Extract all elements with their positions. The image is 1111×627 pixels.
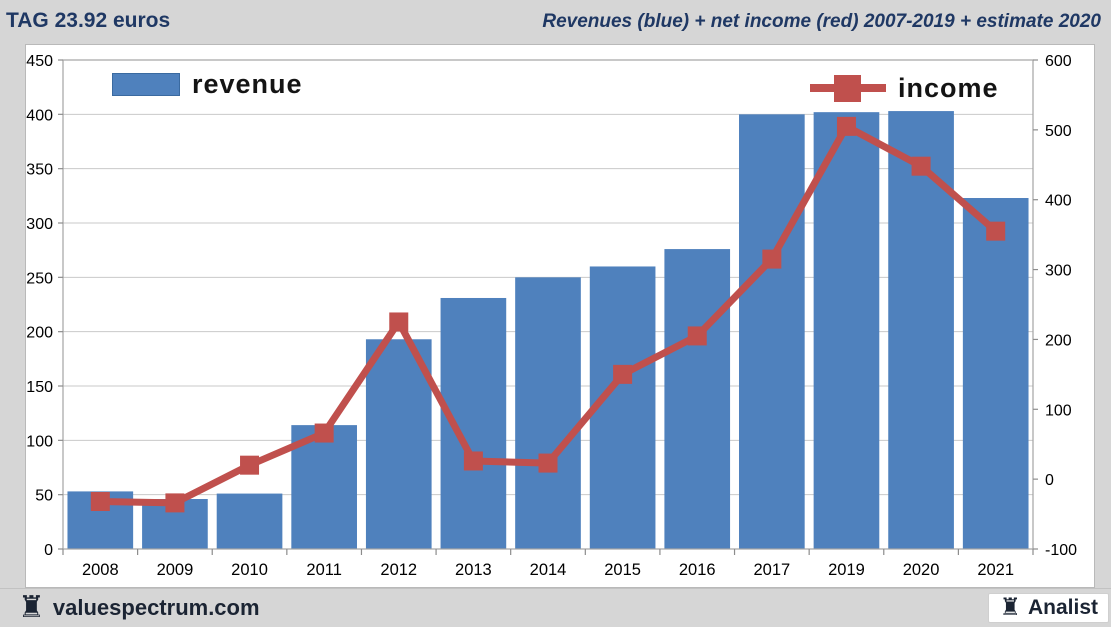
income-marker-2019 xyxy=(836,116,856,136)
x-axis-label-2010: 2010 xyxy=(231,561,268,579)
legend-revenue: revenue xyxy=(112,69,303,100)
site-name: valuespectrum.com xyxy=(52,595,260,620)
income-marker-2015 xyxy=(613,364,633,384)
revenue-bar-2012 xyxy=(365,339,432,549)
right-axis-label: 300 xyxy=(1045,263,1072,280)
x-axis-label-2014: 2014 xyxy=(530,561,567,579)
income-marker-2017 xyxy=(762,249,782,269)
x-axis-label-2021: 2021 xyxy=(977,561,1014,579)
plot-border xyxy=(62,59,1034,550)
legend-revenue-label: revenue xyxy=(192,69,303,99)
left-axis-label: 150 xyxy=(26,379,53,396)
ticker-price-title: TAG 23.92 euros xyxy=(6,9,171,32)
income-marker-2011 xyxy=(314,423,334,443)
revenue-bar-2017 xyxy=(739,114,805,549)
revenue-bar-2020 xyxy=(888,111,954,549)
analist-badge: ♜ Analist xyxy=(988,593,1109,623)
income-marker-2010 xyxy=(240,455,260,475)
x-axis-label-2015: 2015 xyxy=(604,561,641,579)
income-marker-2014 xyxy=(538,453,558,473)
x-axis-label-2020: 2020 xyxy=(903,561,940,579)
income-marker-2021 xyxy=(986,221,1006,241)
footer: ♜ valuespectrum.com ♜ Analist xyxy=(0,588,1111,627)
x-axis-label-2009: 2009 xyxy=(157,561,194,579)
income-marker-2012 xyxy=(389,312,409,332)
income-marker-2020 xyxy=(911,156,931,176)
right-axis-label: 500 xyxy=(1045,123,1072,140)
x-axis-label-2017: 2017 xyxy=(753,561,790,579)
left-axis-label: 0 xyxy=(44,542,53,559)
right-axis-label: 100 xyxy=(1045,402,1072,419)
x-axis-label-2012: 2012 xyxy=(380,561,417,579)
left-axis-label: 350 xyxy=(26,162,53,179)
x-axis-label-2013: 2013 xyxy=(455,561,492,579)
left-axis-label: 400 xyxy=(26,107,53,124)
header: TAG 23.92 euros Revenues (blue) + net in… xyxy=(0,0,1111,44)
legend-income-label: income xyxy=(898,72,999,103)
left-axis-label: 200 xyxy=(26,325,53,342)
revenue-bar-2010 xyxy=(216,493,283,549)
site-brand: ♜ valuespectrum.com xyxy=(0,593,260,623)
right-axis-label: -100 xyxy=(1045,542,1077,559)
left-axis-label: 100 xyxy=(26,433,53,450)
x-axis-label-2011: 2011 xyxy=(306,561,341,579)
income-marker-2009 xyxy=(165,493,185,513)
left-axis-label: 450 xyxy=(26,53,53,70)
x-axis-label-2008: 2008 xyxy=(82,561,119,579)
x-axis-label-2019: 2019 xyxy=(828,561,865,579)
revenue-bar-2014 xyxy=(515,277,581,549)
left-axis-label: 300 xyxy=(26,216,53,233)
revenue-swatch-icon xyxy=(112,73,180,96)
left-axis-label: 250 xyxy=(26,270,53,287)
revenue-bar-2021 xyxy=(962,198,1029,550)
right-axis-label: 400 xyxy=(1045,193,1072,210)
right-axis-label: 0 xyxy=(1045,472,1054,489)
income-swatch-icon xyxy=(810,75,886,102)
left-axis-label: 50 xyxy=(35,488,53,505)
legend-income: income xyxy=(810,71,999,105)
chart-area: 0 50 100 150 200 250 300 350 400 450 -100 0 100 200 30… xyxy=(25,44,1095,588)
rook-icon: ♜ xyxy=(18,591,45,624)
revenue-bar-2015 xyxy=(589,266,656,549)
right-axis-label: 200 xyxy=(1045,332,1072,349)
income-marker-2016 xyxy=(687,326,707,346)
revenue-bar-2019 xyxy=(813,112,880,549)
chart-title: Revenues (blue) + net income (red) 2007-… xyxy=(542,11,1101,32)
income-marker-2013 xyxy=(463,451,483,471)
income-marker-2008 xyxy=(90,491,110,511)
revenue-bar-2016 xyxy=(664,249,731,549)
x-axis-label-2016: 2016 xyxy=(679,561,716,579)
rook-icon: ♜ xyxy=(999,594,1021,621)
analist-brand: Analist xyxy=(1027,596,1098,619)
right-axis-label: 600 xyxy=(1045,53,1072,70)
chart-canvas: 0 50 100 150 200 250 300 350 400 450 -100 0 100 200 30… xyxy=(26,53,1077,579)
